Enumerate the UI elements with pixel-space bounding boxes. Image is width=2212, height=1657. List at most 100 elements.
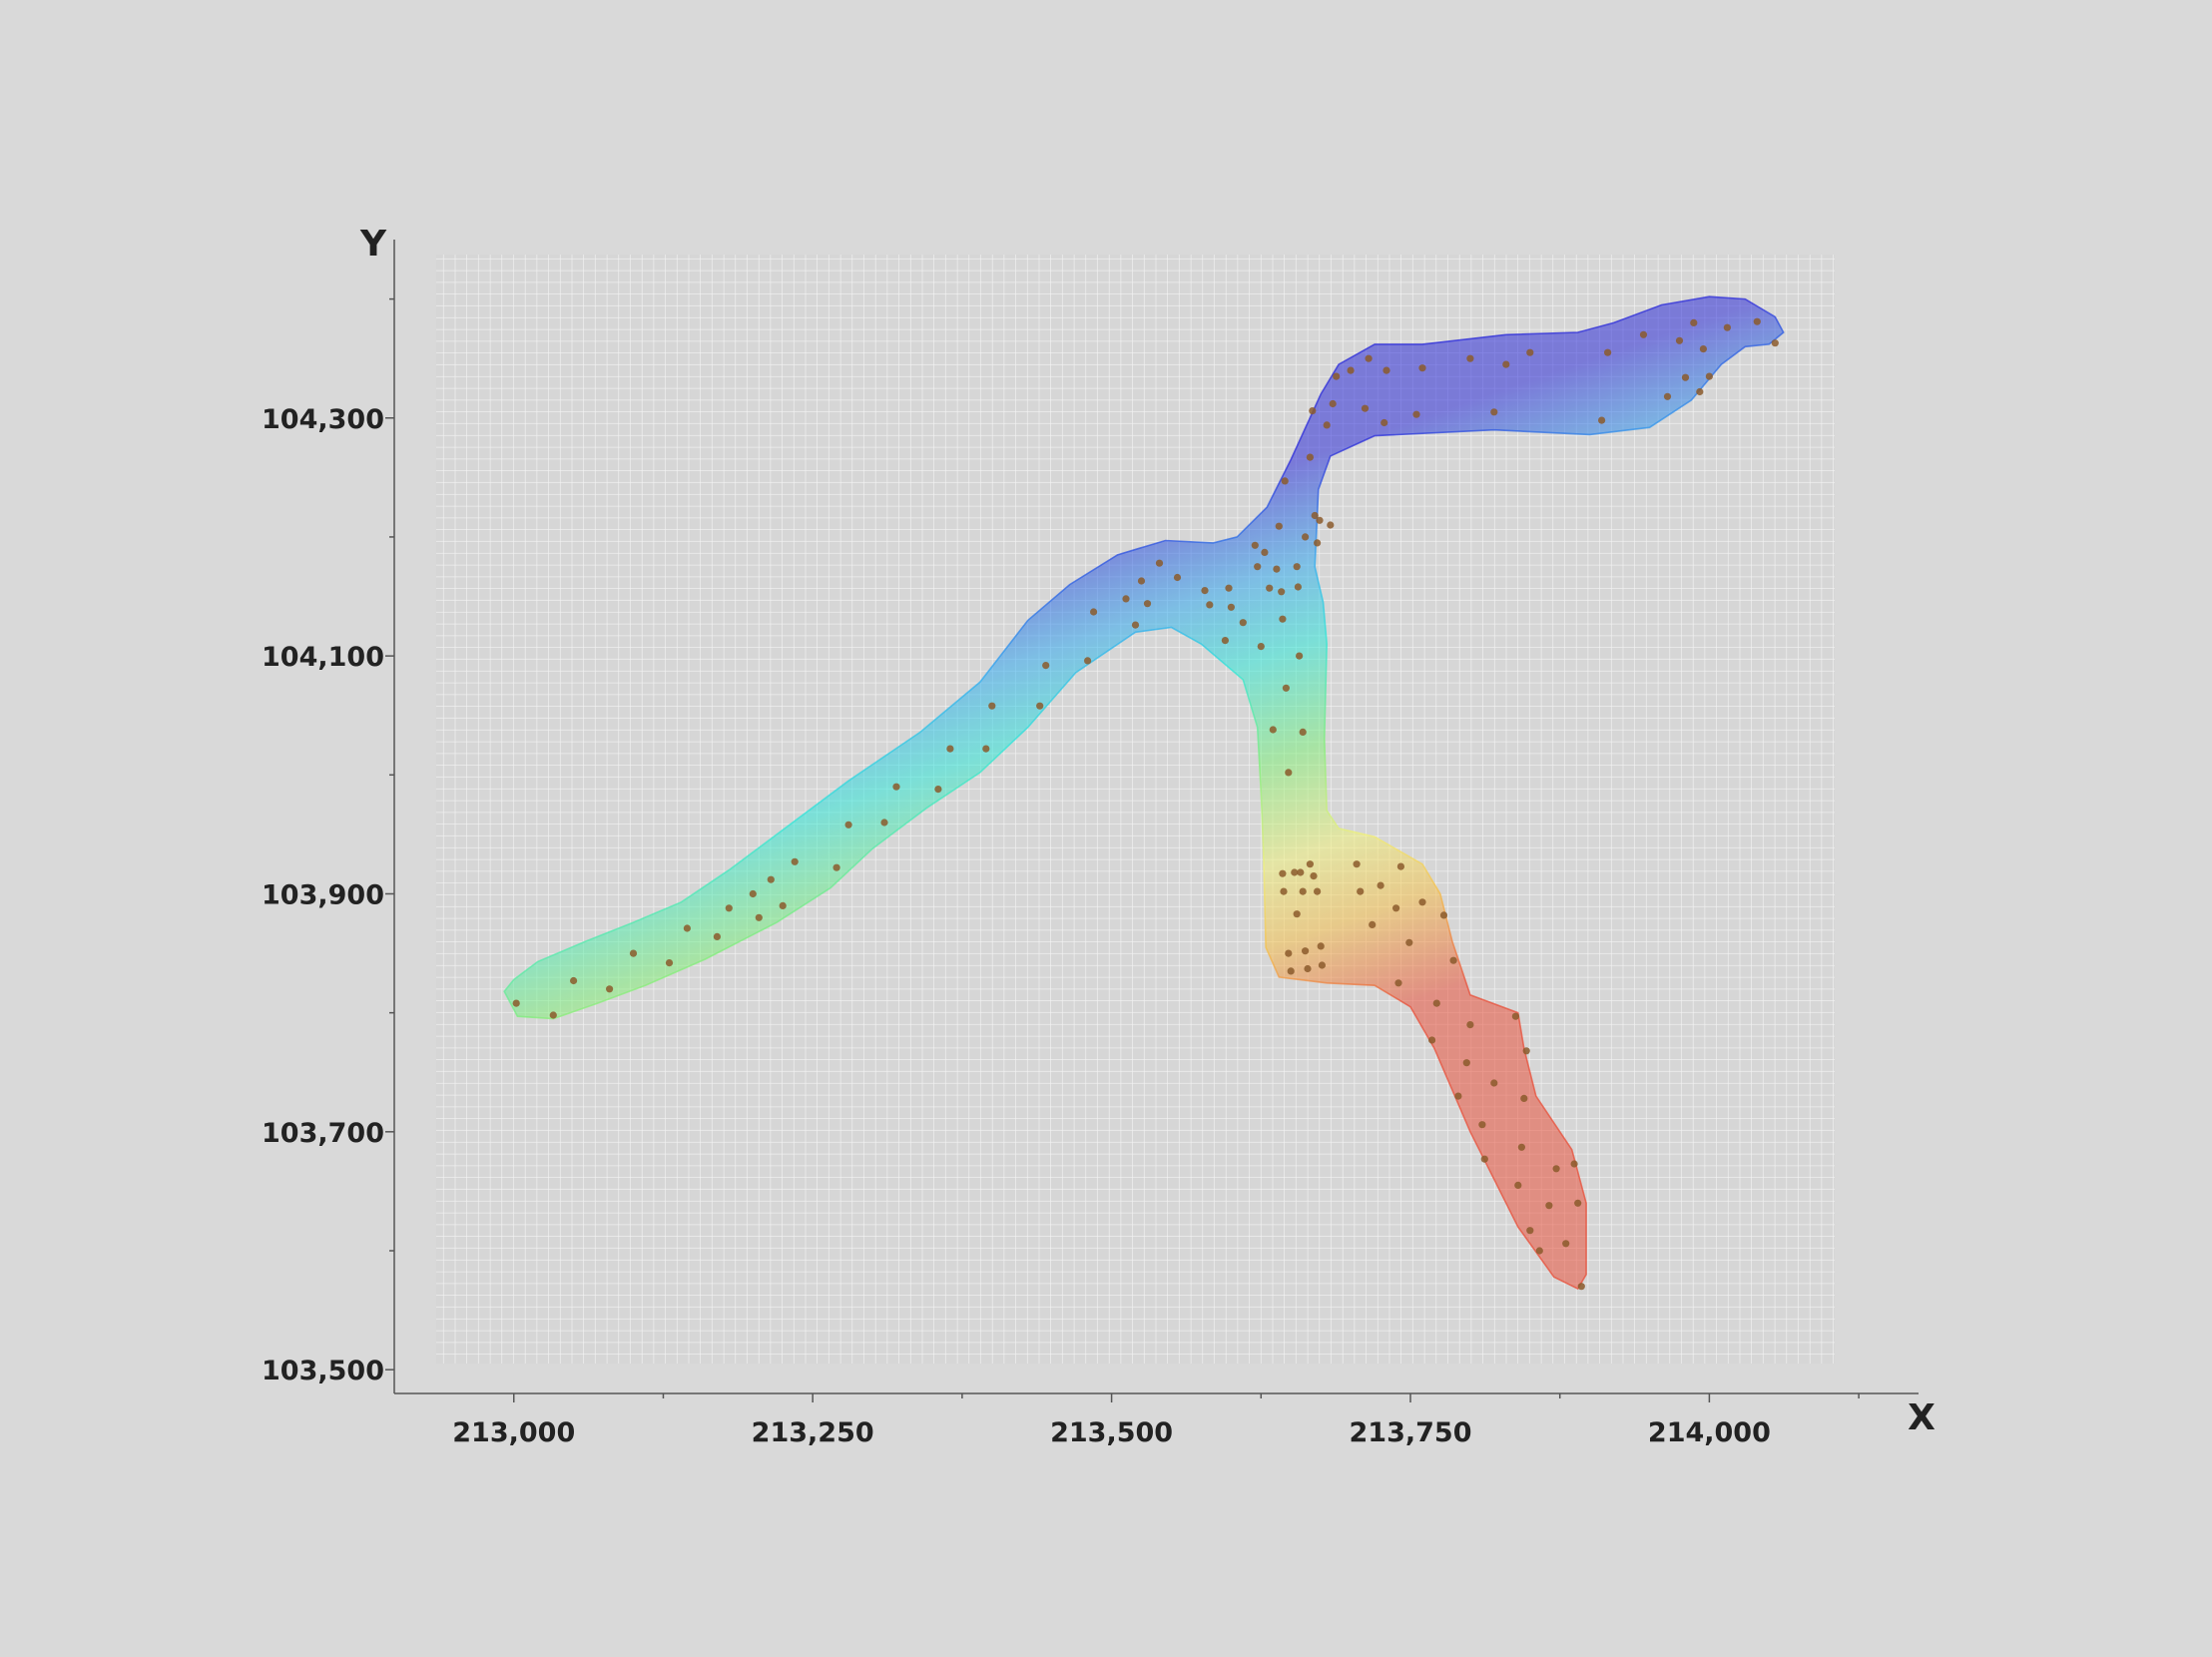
x-tick-label: 214,000 — [1648, 1417, 1771, 1448]
sample-point — [1291, 868, 1299, 876]
sample-point — [1511, 1012, 1519, 1020]
sample-point — [1480, 1155, 1488, 1163]
sample-point — [1239, 619, 1247, 627]
sample-point — [1535, 1247, 1543, 1255]
sample-point — [1221, 637, 1229, 645]
sample-point — [1405, 938, 1413, 946]
sample-point — [1432, 999, 1440, 1007]
sample-point — [1396, 862, 1404, 870]
sample-point — [1357, 887, 1365, 895]
sample-point — [1285, 769, 1293, 777]
sample-point — [1681, 373, 1690, 381]
sample-point — [1699, 345, 1707, 353]
sample-point — [832, 863, 840, 871]
sample-point — [1287, 967, 1295, 975]
sample-point — [934, 786, 942, 794]
sample-point — [1314, 887, 1322, 895]
y-tick-label: 104,100 — [262, 642, 384, 673]
sample-point — [1155, 559, 1164, 567]
sample-point — [1317, 942, 1325, 950]
sample-point — [1696, 387, 1704, 396]
sample-point — [1296, 652, 1304, 660]
sample-point — [1705, 372, 1713, 380]
sample-point — [1282, 684, 1290, 692]
sample-point — [1522, 1047, 1530, 1055]
sample-point — [1281, 477, 1289, 485]
y-tick-label: 104,300 — [262, 404, 384, 435]
sample-point — [988, 702, 996, 710]
x-axis-label: X — [1908, 1397, 1936, 1438]
sample-point — [1462, 1059, 1470, 1067]
sample-point — [1577, 1283, 1585, 1291]
sample-point — [1466, 1021, 1474, 1029]
sample-points — [512, 317, 1779, 1291]
sample-point — [1225, 584, 1233, 592]
sample-point — [549, 1011, 557, 1019]
sample-point — [1084, 657, 1092, 665]
sample-point — [1201, 587, 1209, 595]
x-tick-label: 213,000 — [452, 1417, 575, 1448]
sample-point — [1278, 588, 1286, 596]
sample-point — [1266, 584, 1274, 592]
sample-point — [1466, 354, 1474, 362]
sample-point — [1273, 565, 1281, 573]
sample-point — [606, 985, 614, 993]
sample-point — [1377, 881, 1384, 889]
sample-point — [1723, 323, 1731, 331]
sample-point — [1294, 583, 1302, 591]
sample-point — [1275, 522, 1283, 530]
sample-point — [946, 745, 954, 753]
sample-point — [1526, 348, 1534, 356]
sample-point — [512, 999, 520, 1007]
sample-point — [1327, 521, 1335, 529]
sample-point — [1309, 407, 1317, 415]
sample-point — [1517, 1143, 1525, 1151]
sample-point — [1279, 615, 1287, 623]
sample-point — [1299, 887, 1307, 895]
sample-point — [1042, 662, 1050, 670]
sample-point — [1122, 595, 1130, 603]
sample-point — [1285, 949, 1293, 957]
sample-point — [1353, 860, 1361, 868]
sample-point — [1490, 1079, 1498, 1087]
sample-point — [1280, 887, 1288, 895]
sample-point — [629, 949, 638, 957]
sample-point — [1545, 1202, 1553, 1210]
sample-point — [1251, 541, 1259, 549]
sample-point — [1771, 339, 1779, 347]
sample-point — [1269, 726, 1277, 734]
sample-point — [1490, 408, 1498, 416]
sample-point — [1552, 1165, 1560, 1173]
sample-point — [1392, 904, 1400, 912]
sample-point — [1562, 1240, 1570, 1248]
sample-point — [1316, 516, 1324, 524]
sample-point — [1753, 317, 1761, 325]
sample-point — [1090, 608, 1098, 616]
y-axis-ticks: 103,500 103,700 103,900 104,100 104,300 — [262, 297, 394, 1386]
grid-background — [436, 255, 1835, 1364]
sample-point — [1333, 372, 1341, 380]
sample-point — [1310, 872, 1318, 880]
sample-point — [1365, 354, 1373, 362]
sample-point — [1478, 1121, 1486, 1129]
sample-point — [1257, 643, 1265, 651]
sample-point — [1293, 910, 1301, 918]
sample-point — [1514, 1181, 1522, 1189]
sample-point — [1311, 511, 1319, 520]
sample-point — [1131, 621, 1140, 629]
sample-point — [1412, 410, 1420, 418]
surface-outline — [503, 295, 1785, 1291]
sample-point — [1297, 868, 1305, 876]
sample-point — [713, 932, 722, 941]
sample-point — [1329, 399, 1337, 408]
sample-point — [1323, 421, 1331, 429]
sample-point — [892, 783, 900, 791]
x-axis-ticks: 213,000 213,250 213,500 213,750 214,000 — [452, 1393, 1860, 1448]
sample-point — [1663, 392, 1672, 400]
sample-point — [1347, 366, 1355, 374]
sample-point — [1314, 539, 1322, 547]
sample-point — [791, 857, 799, 865]
sample-point — [683, 924, 692, 932]
y-tick-label: 103,500 — [262, 1356, 384, 1386]
